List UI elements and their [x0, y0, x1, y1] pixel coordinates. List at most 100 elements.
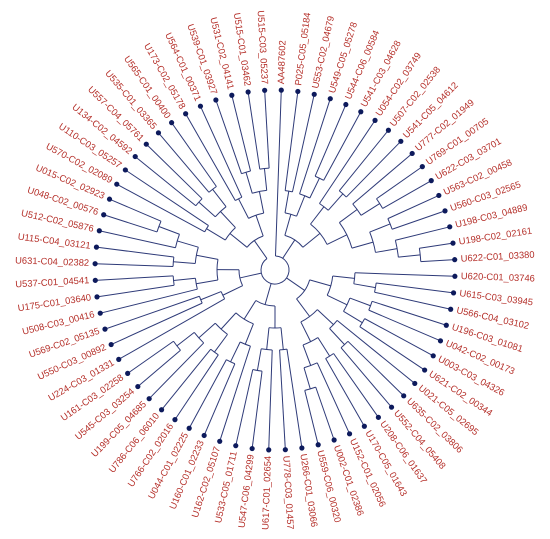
branch-segment	[284, 214, 292, 236]
branch-segment	[247, 91, 261, 170]
leaf-label: U515-C03_05237	[256, 10, 271, 85]
branch-segment	[282, 239, 296, 259]
branch-segment	[206, 228, 226, 241]
branch-segment	[302, 344, 312, 366]
branch-segment	[333, 353, 379, 418]
branch-segment	[196, 254, 219, 260]
leaf-node	[443, 322, 449, 328]
leaf-label: U266-C01_03066	[298, 453, 320, 528]
leaf-node	[93, 244, 100, 250]
branch-arc	[214, 206, 227, 218]
branch-segment	[338, 129, 389, 192]
branch-segment	[387, 194, 440, 220]
leaf-label: U615-C03_03945	[459, 287, 534, 307]
leaf-node	[452, 257, 458, 263]
branch-segment	[352, 153, 413, 205]
branch-segment	[327, 193, 344, 211]
branch-segment	[196, 279, 218, 285]
branch-segment	[200, 291, 222, 301]
branch-arc	[172, 256, 175, 267]
leaf-label: U515-C01_03462	[232, 12, 254, 87]
leaf-label: AA487602	[275, 40, 288, 84]
leaf-node	[135, 383, 141, 390]
branch-arc	[198, 296, 203, 304]
leaf-node	[346, 431, 353, 437]
branch-segment	[419, 242, 454, 249]
leaf-node	[245, 89, 251, 95]
leaf-node	[436, 192, 442, 199]
branch-segment	[145, 143, 203, 200]
leaf-node	[401, 393, 407, 399]
branch-segment	[420, 259, 455, 263]
branch-segment	[199, 105, 243, 198]
leaf-node	[158, 407, 165, 413]
branch-segment	[95, 263, 174, 267]
branch-segment	[177, 240, 199, 248]
leaf-label: U175-C01_03640	[17, 291, 92, 313]
branch-segment	[286, 349, 303, 449]
leaf-node	[249, 445, 255, 452]
branch-arc	[343, 297, 351, 312]
branch-segment	[219, 345, 251, 442]
branch-segment	[161, 348, 212, 411]
branch-segment	[264, 90, 270, 169]
branch-segment	[134, 156, 197, 207]
branch-segment	[116, 183, 205, 233]
branch-segment	[251, 371, 263, 449]
branch-arc	[204, 225, 209, 233]
branch-segment	[319, 120, 376, 204]
leaf-label: U631-C04_02382	[15, 254, 89, 268]
branch-segment	[238, 198, 250, 219]
branch-segment	[304, 390, 319, 445]
branch-segment	[296, 195, 306, 217]
branch-segment	[336, 320, 416, 384]
leaf-node	[442, 208, 448, 214]
leaf-node	[155, 130, 162, 136]
leaf-node	[398, 138, 404, 144]
branch-segment	[198, 322, 216, 339]
branch-segment	[185, 113, 236, 201]
branch-segment	[354, 272, 455, 277]
branch-segment	[100, 288, 198, 314]
branch-segment	[212, 188, 227, 208]
branch-segment	[317, 337, 331, 357]
leaf-node	[213, 97, 219, 103]
branch-segment	[173, 277, 196, 282]
leaf-node	[447, 224, 453, 230]
branch-segment	[353, 283, 376, 289]
branch-segment	[325, 358, 365, 427]
branch-segment	[284, 191, 290, 213]
branch-segment	[280, 327, 284, 350]
leaf-node	[101, 212, 107, 218]
leaf-node	[452, 273, 458, 279]
leaf-node	[299, 445, 305, 451]
branch-segment	[239, 272, 262, 279]
leaf-node	[132, 153, 138, 160]
leaf-node	[114, 181, 120, 187]
branch-arc	[241, 170, 251, 175]
leaf-node	[229, 92, 235, 98]
branch-segment	[171, 122, 217, 187]
branch-arc	[319, 203, 329, 211]
leaf-node	[97, 310, 103, 316]
branch-arc	[374, 282, 377, 293]
branch-arc	[418, 248, 422, 262]
branch-segment	[110, 302, 203, 346]
leaf-label: U620-C01_03746	[461, 270, 535, 284]
leaf-node	[217, 438, 223, 444]
branch-arc	[214, 322, 228, 335]
branch-segment	[309, 177, 320, 199]
leaf-label: U778-C03_01457	[281, 455, 296, 530]
branch-segment	[314, 104, 347, 177]
branch-arc	[285, 190, 293, 193]
branch-arc	[195, 198, 203, 207]
branch-segment	[220, 312, 237, 330]
branch-segment	[360, 203, 380, 216]
branch-segment	[364, 318, 434, 357]
branch-arc	[369, 231, 376, 253]
tree-tips	[92, 87, 458, 453]
leaf-node	[106, 196, 113, 202]
branch-segment	[125, 169, 209, 226]
leaf-label: U547-C06_04299	[236, 454, 256, 529]
leaf-label: P025-C05_05184	[292, 12, 312, 86]
